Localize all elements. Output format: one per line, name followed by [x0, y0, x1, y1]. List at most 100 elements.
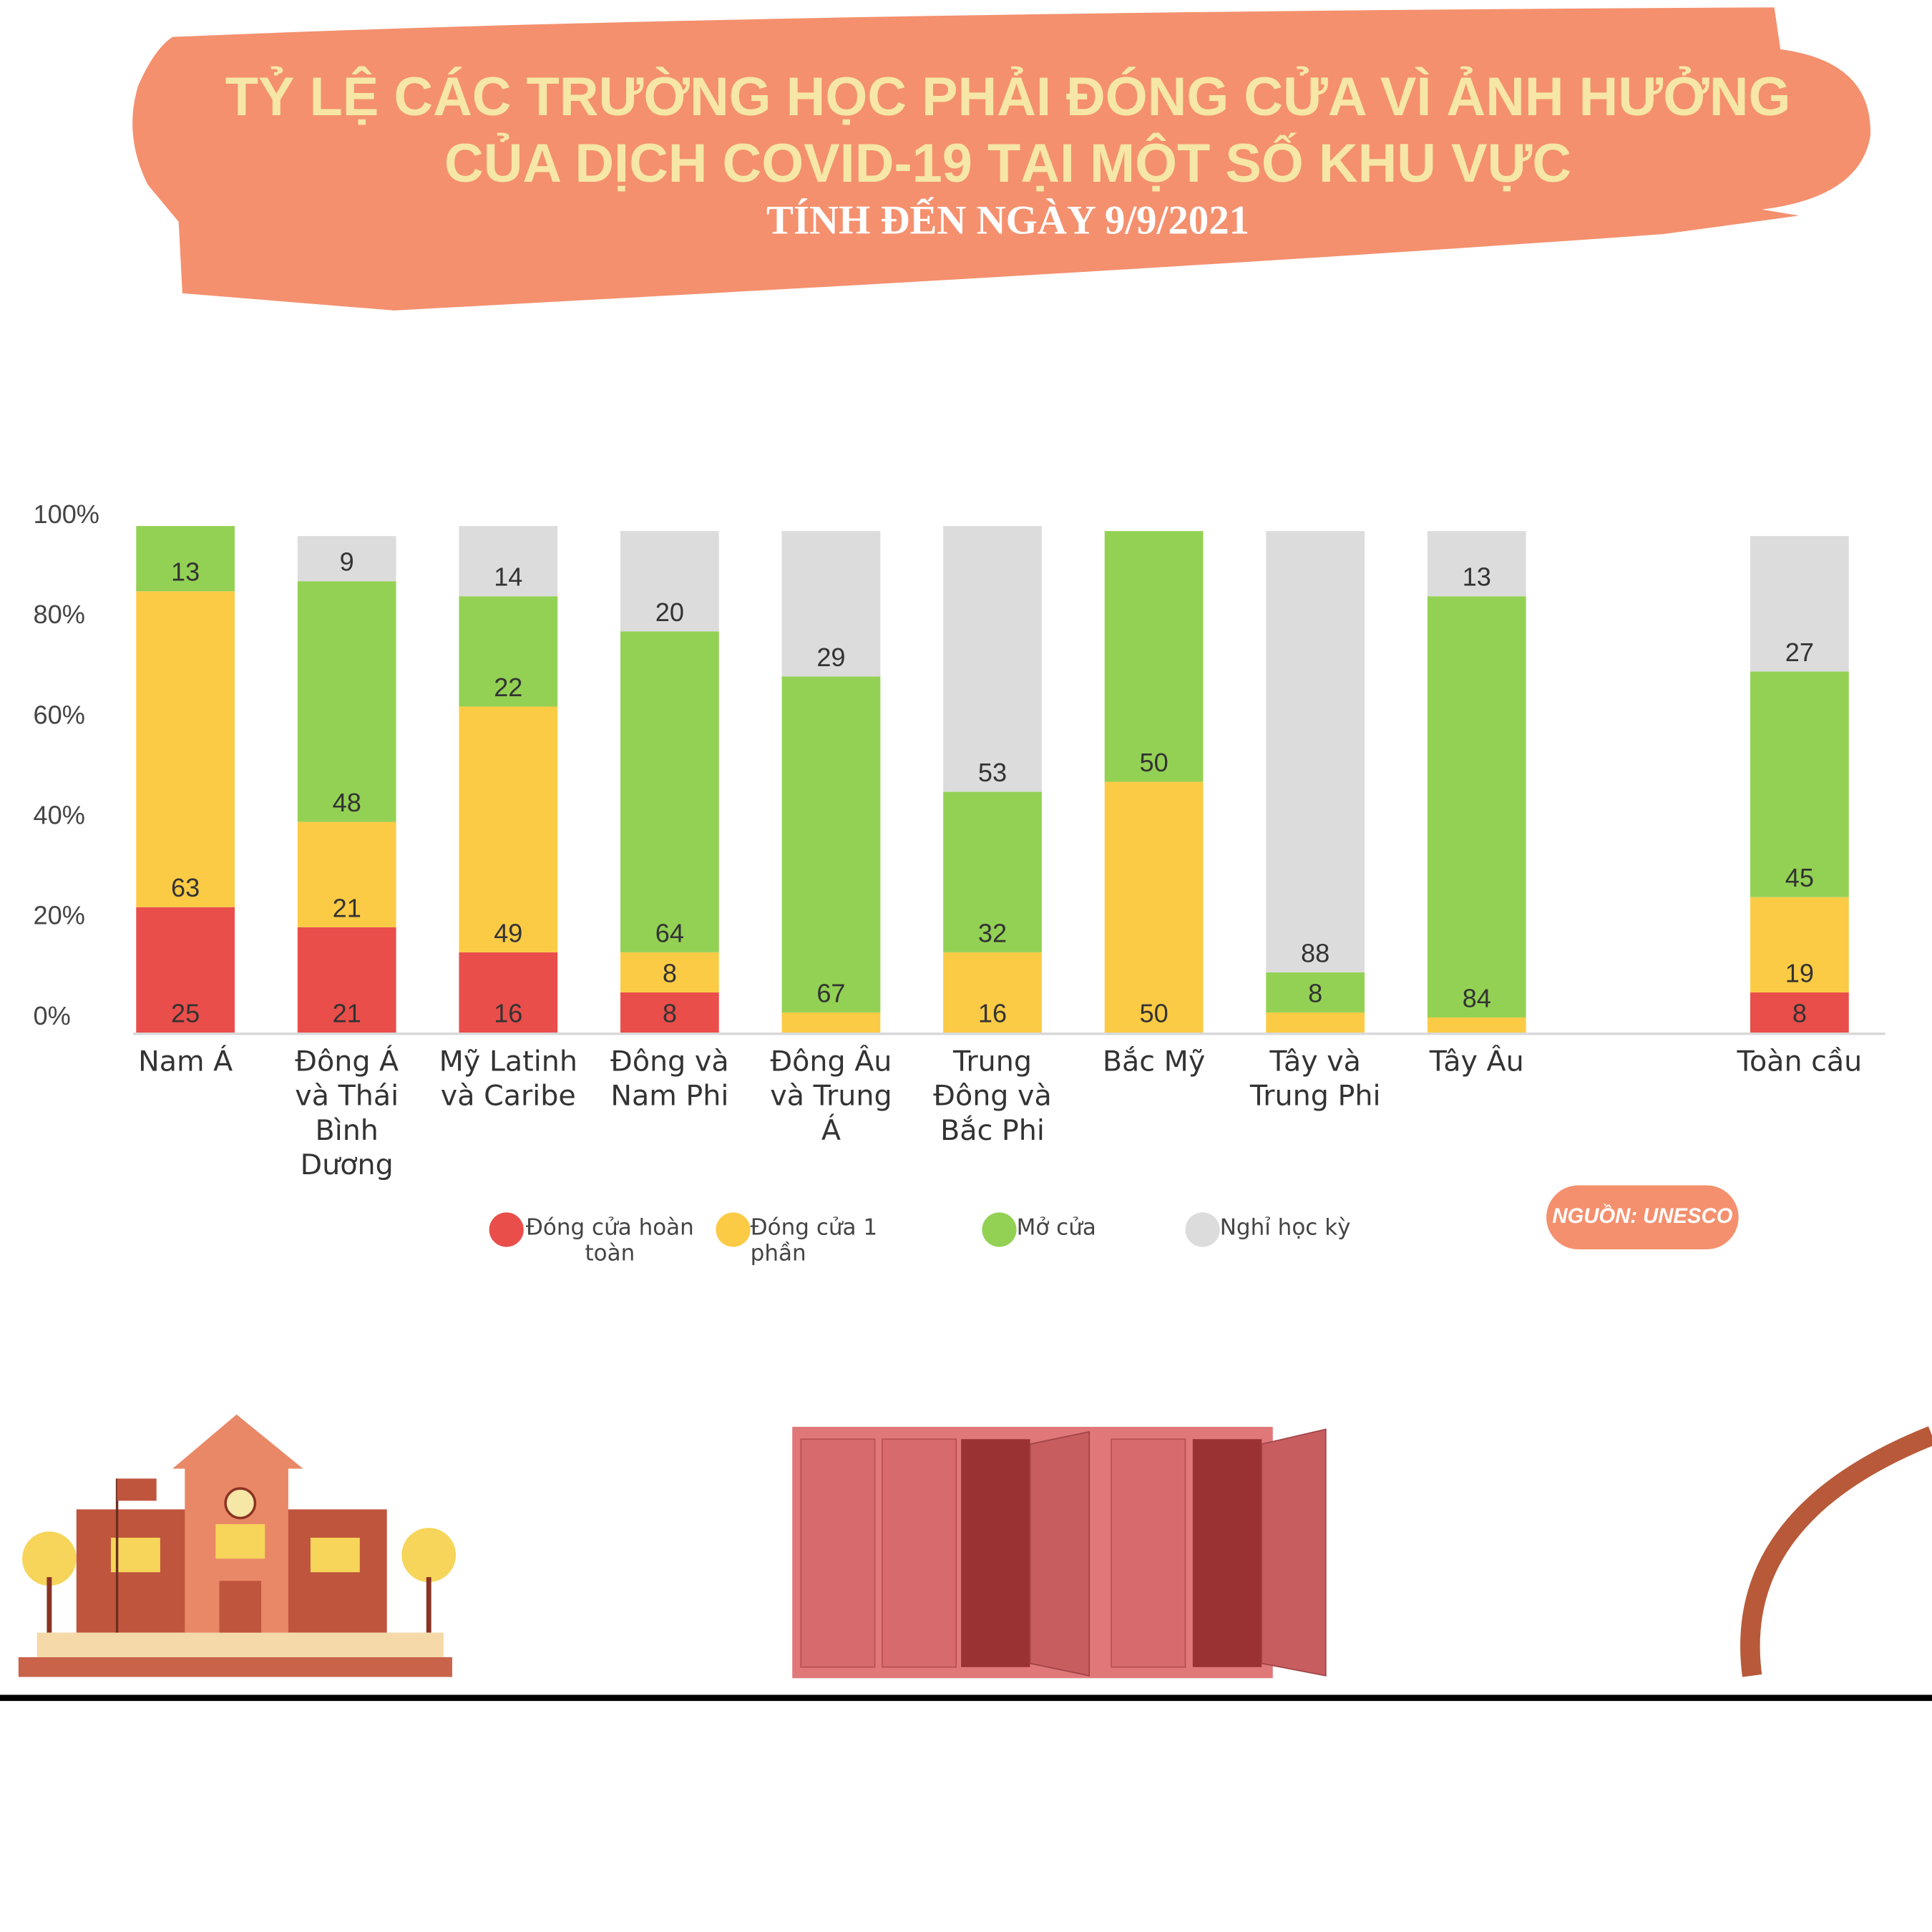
bar-segment — [1427, 596, 1526, 1018]
bar-segment — [1266, 1012, 1365, 1033]
y-tick-label: 80% — [33, 600, 84, 629]
bar-segment — [1750, 897, 1849, 992]
bar-segment — [459, 952, 558, 1033]
legend-label: Đóng cửa 1 phần — [750, 1214, 878, 1267]
source: NGUỒN: UNESCO — [1552, 1204, 1732, 1228]
x-tick-label: Nam Á — [138, 1045, 233, 1078]
legend-label: Mở cửa — [1016, 1214, 1096, 1241]
header-banner — [132, 7, 1870, 311]
data-label: 9 — [340, 547, 354, 577]
legend-marker — [982, 1212, 1017, 1247]
data-label: 32 — [978, 918, 1007, 947]
bar-segment — [620, 631, 719, 952]
arc-decoration — [1740, 1426, 1932, 1677]
legend-label-box: Nghỉ học kỳ — [1219, 1214, 1351, 1241]
x-tick-label-box: Nam Á — [138, 1045, 233, 1078]
bar-segment — [136, 526, 235, 592]
bar-segment — [620, 531, 719, 632]
x-tick-label-box: Mỹ Latinh và Caribe — [439, 1045, 577, 1113]
legend-label-box: Mở cửa — [1016, 1214, 1096, 1241]
bar-segment — [1750, 671, 1849, 897]
y-tick-label: 40% — [33, 801, 84, 830]
bar-segment — [1427, 531, 1526, 597]
bar-segment — [297, 581, 396, 822]
bar-segment — [620, 992, 719, 1033]
data-label: 8 — [663, 958, 677, 987]
bar-segment — [1104, 531, 1204, 782]
bar-segment — [781, 676, 881, 1013]
bar-segment — [459, 706, 558, 952]
x-tick-label: Đông Âu và Trung Á — [770, 1045, 892, 1148]
bar-segment — [136, 907, 235, 1033]
bar-segment — [781, 531, 881, 677]
bar-segment — [1104, 781, 1204, 1033]
data-label: 48 — [333, 788, 361, 817]
bar-segment — [620, 952, 719, 992]
data-label: 14 — [494, 562, 522, 592]
legend-marker — [716, 1212, 751, 1247]
legend-marker — [1185, 1212, 1220, 1247]
data-label: 8 — [1792, 998, 1807, 1028]
data-label: 13 — [1463, 562, 1491, 592]
legend-label: Đóng cửa hoàn toàn — [525, 1214, 694, 1267]
data-label: 13 — [171, 557, 200, 587]
data-label: 22 — [494, 673, 522, 702]
bar-segment — [1750, 992, 1849, 1033]
data-label: 67 — [816, 978, 845, 1008]
bar-segment — [297, 536, 396, 582]
chart-subtitle: TÍNH ĐẾN NGÀY 9/9/2021 — [766, 197, 1249, 243]
y-tick-label: 20% — [33, 901, 84, 930]
bar-segment — [943, 791, 1042, 952]
chart-title: CỦA DỊCH COVID-19 TẠI MỘT SỐ KHU VỰC — [444, 133, 1571, 194]
bar-segment — [1750, 536, 1849, 672]
data-label: 20 — [655, 597, 684, 627]
data-label: 16 — [978, 998, 1007, 1028]
y-tick-label: 60% — [33, 700, 84, 729]
lockers-illustration — [792, 1427, 1327, 1679]
x-tick-label: Toàn cầu — [1737, 1045, 1863, 1078]
y-tick-label: 0% — [33, 1001, 70, 1030]
data-label: 21 — [333, 998, 361, 1028]
bar-segment — [1427, 1017, 1526, 1033]
bar-segment — [1266, 972, 1365, 1013]
data-label: 27 — [1785, 638, 1814, 667]
chart-title: TỶ LỆ CÁC TRƯỜNG HỌC PHẢI ĐÓNG CỬA VÌ ẢN… — [225, 66, 1791, 127]
bar-segment — [297, 927, 396, 1033]
data-label: 45 — [1785, 863, 1814, 892]
data-label: 16 — [494, 998, 522, 1028]
data-label: 88 — [1301, 938, 1330, 967]
legend-label: Nghỉ học kỳ — [1219, 1214, 1351, 1241]
data-label: 25 — [171, 998, 200, 1028]
x-tick-label-box: Toàn cầu — [1737, 1045, 1863, 1078]
school-illustration — [18, 1414, 457, 1677]
data-label: 21 — [333, 893, 361, 922]
data-label: 50 — [1139, 998, 1168, 1028]
bar-segment — [136, 591, 235, 907]
x-tick-label: Đông và Nam Phi — [610, 1045, 729, 1113]
data-label: 19 — [1785, 958, 1814, 987]
x-tick-label-box: Đông và Nam Phi — [610, 1045, 729, 1113]
x-tick-label: Bắc Mỹ — [1102, 1045, 1206, 1078]
bar-segment — [459, 596, 558, 707]
bar-segment — [297, 821, 396, 927]
bar-segment — [943, 952, 1042, 1033]
data-label: 84 — [1463, 983, 1491, 1013]
x-tick-label-box: Đông Á và Thái Bình Dương — [295, 1046, 399, 1181]
legend-marker — [489, 1212, 524, 1247]
bar-segment — [1266, 531, 1365, 972]
data-label: 63 — [171, 873, 200, 902]
x-tick-label-box: Tây và Trung Phi — [1249, 1045, 1381, 1113]
x-tick-label-box: Bắc Mỹ — [1102, 1045, 1206, 1078]
x-tick-label-box: Trung Đông và Bắc Phi — [933, 1045, 1052, 1148]
x-tick-label-box: Tây Âu — [1430, 1046, 1524, 1078]
data-label: 8 — [663, 998, 677, 1028]
data-label: 49 — [494, 918, 522, 947]
bar-segment — [459, 526, 558, 597]
data-label: 50 — [1139, 748, 1168, 777]
x-tick-label: Mỹ Latinh và Caribe — [439, 1045, 577, 1113]
x-tick-label: Trung Đông và Bắc Phi — [933, 1045, 1052, 1148]
x-tick-label: Tây và Trung Phi — [1249, 1045, 1381, 1113]
legend-label-box: Đóng cửa hoàn toàn — [525, 1214, 694, 1267]
y-tick-label: 100% — [33, 499, 99, 529]
